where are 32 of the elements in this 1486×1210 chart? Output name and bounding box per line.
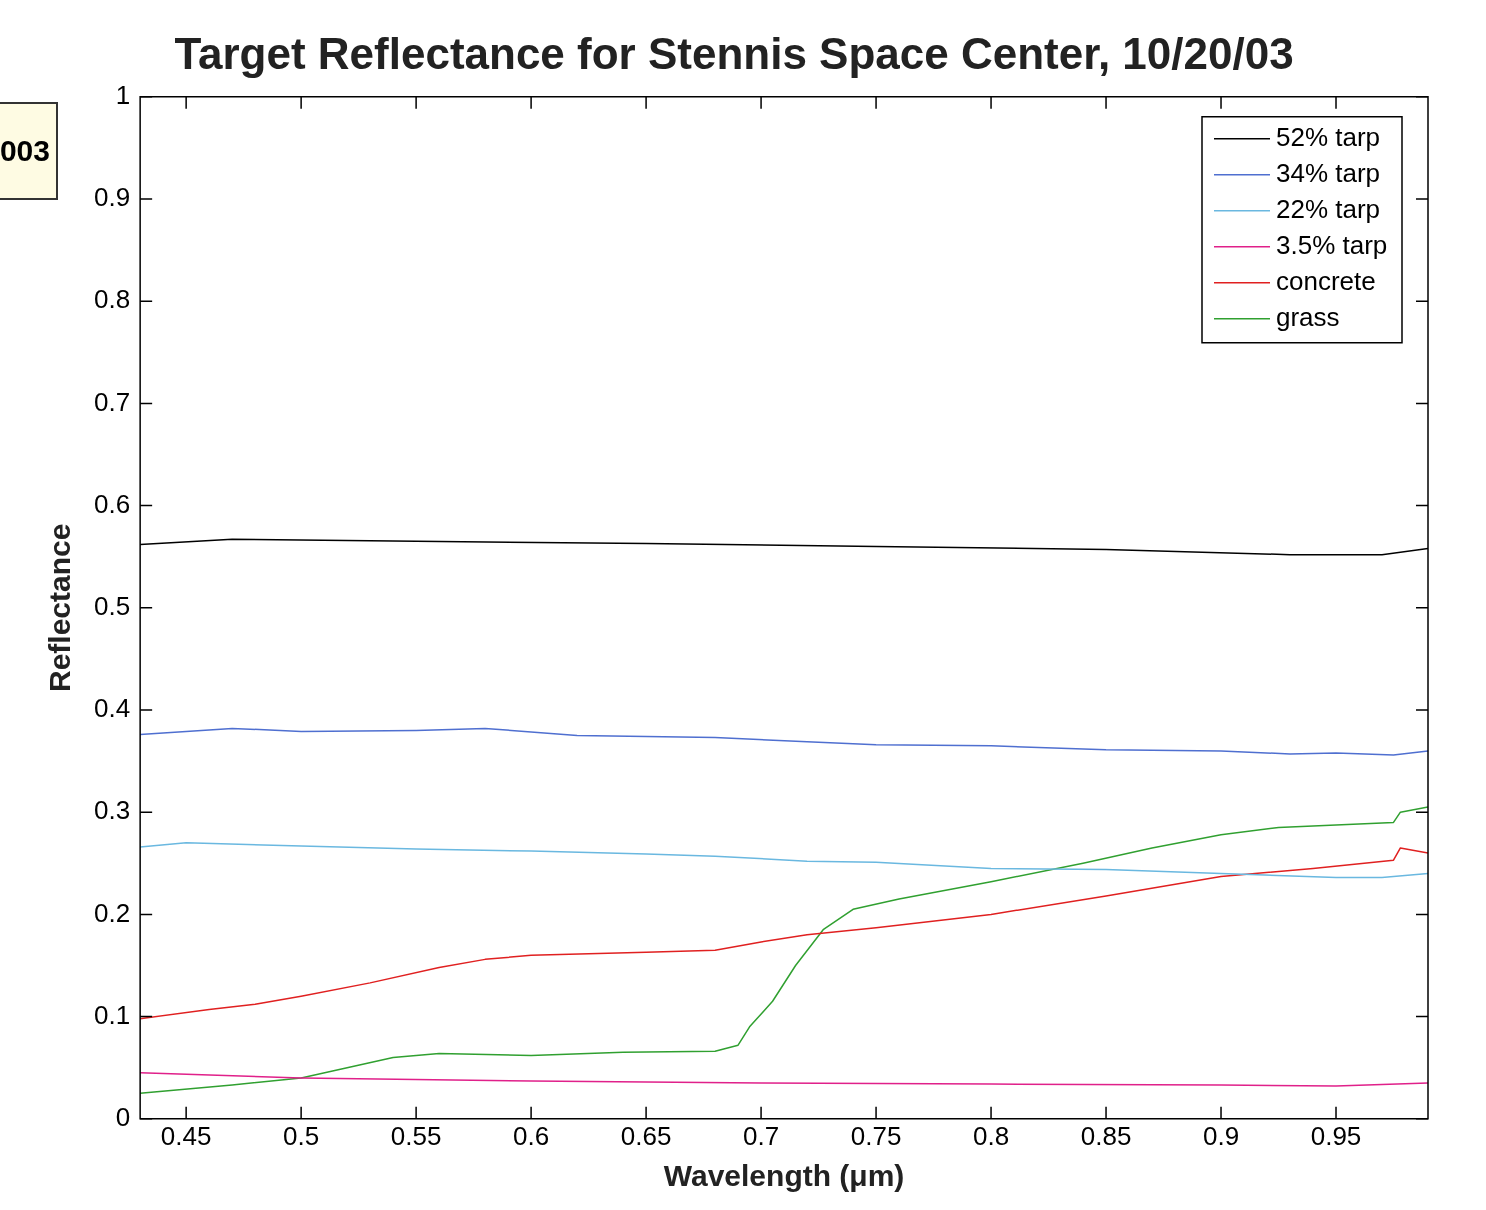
y-tick-label: 0.2 <box>93 897 131 928</box>
y-axis-title: Reflectance <box>43 523 77 693</box>
x-tick-label: 0.65 <box>620 1120 672 1151</box>
text: 003 <box>0 102 58 200</box>
x-tick-label: 0.9 <box>1202 1120 1240 1151</box>
x-tick-label: 0.55 <box>390 1120 442 1151</box>
legend-label: 52% tarp <box>1276 121 1381 152</box>
y-tick-label: 0.9 <box>93 182 131 213</box>
x-tick-label: 0.45 <box>160 1120 212 1151</box>
x-axis-title: Wavelength (μm) <box>663 1159 905 1193</box>
y-tick-label: 0.5 <box>93 590 131 621</box>
x-tick-label: 0.7 <box>743 1120 780 1151</box>
legend-label: 22% tarp <box>1276 193 1381 224</box>
y-tick-label: 0.4 <box>93 693 131 724</box>
y-tick-label: 0.8 <box>93 284 131 315</box>
x-tick-label: 0.85 <box>1080 1120 1132 1151</box>
x-tick-label: 0.75 <box>850 1120 902 1151</box>
legend-label: grass <box>1276 301 1340 332</box>
x-tick-label: 0.8 <box>972 1120 1010 1151</box>
y-tick-label: 0.7 <box>93 386 131 417</box>
y-tick-label: 0.6 <box>93 488 131 519</box>
y-tick-label: 0 <box>115 1101 131 1132</box>
y-tick-label: 1 <box>115 79 131 110</box>
chart-title: Target Reflectance for Stennis Space Center, 10/20/03 <box>174 28 1294 78</box>
x-tick-label: 0.95 <box>1310 1120 1362 1151</box>
x-tick-label: 0.6 <box>513 1120 550 1151</box>
y-tick-label: 0.3 <box>93 795 131 826</box>
y-tick-label: 0.1 <box>93 999 131 1030</box>
x-tick-label: 0.5 <box>283 1120 320 1151</box>
legend-label: concrete <box>1276 265 1376 296</box>
legend-label: 3.5% tarp <box>1276 229 1388 260</box>
legend-label: 34% tarp <box>1276 157 1381 188</box>
